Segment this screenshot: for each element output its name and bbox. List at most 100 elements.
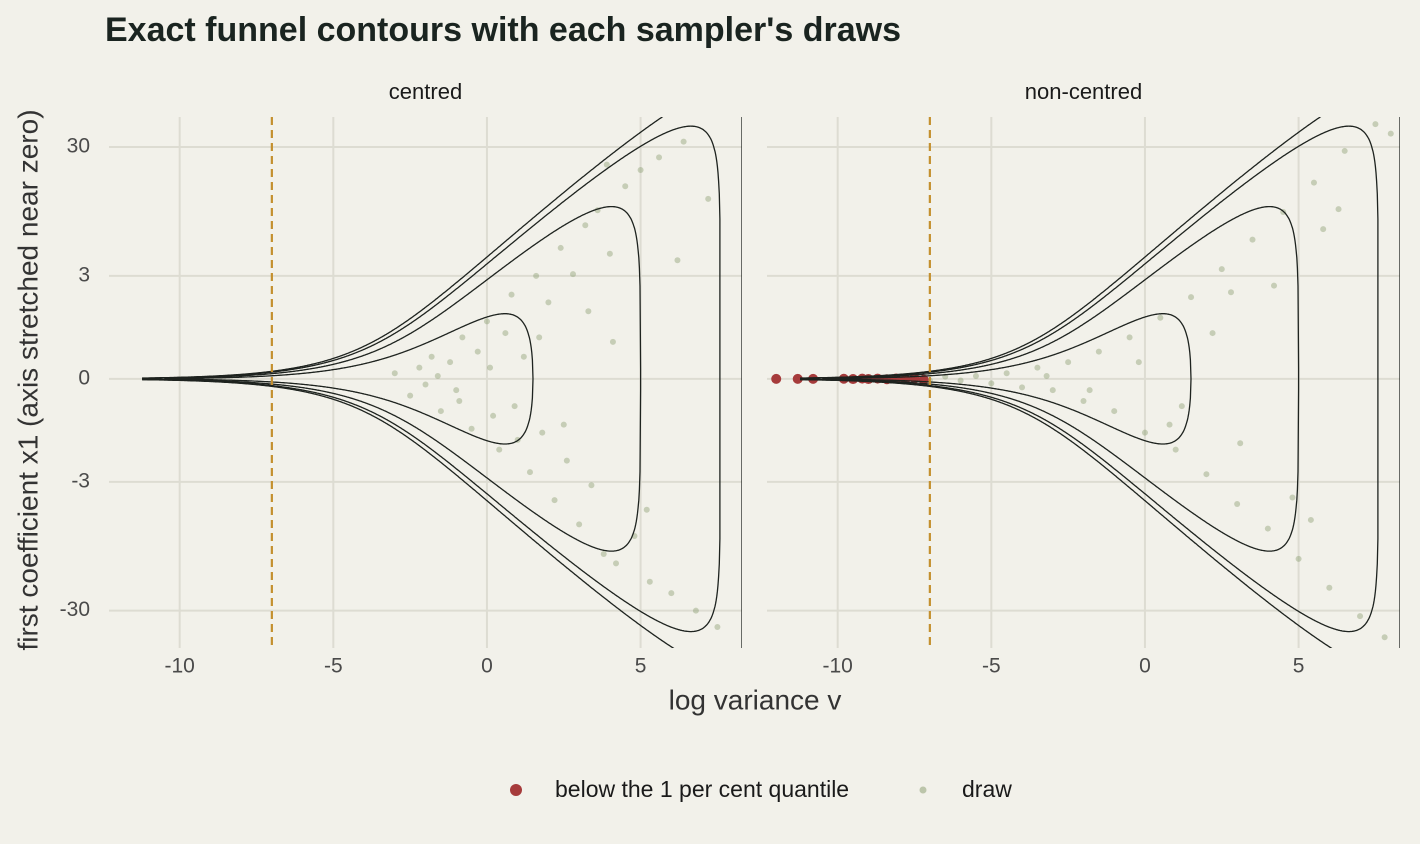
point — [453, 387, 460, 394]
point — [434, 373, 441, 380]
x-tick-label: 5 — [1293, 655, 1305, 678]
point — [1166, 421, 1173, 428]
y-tick-label: -3 — [71, 469, 90, 492]
point — [536, 334, 543, 341]
point — [613, 560, 620, 567]
point — [1341, 147, 1348, 154]
point — [668, 590, 675, 597]
y-tick-label: -30 — [60, 598, 90, 621]
point — [1372, 121, 1379, 128]
point — [551, 497, 558, 504]
point — [459, 334, 466, 341]
point — [502, 330, 509, 337]
point — [637, 166, 644, 173]
legend-label: draw — [962, 776, 1012, 802]
point — [456, 397, 463, 404]
point — [680, 138, 687, 145]
point — [622, 183, 629, 190]
point — [545, 299, 552, 306]
contour — [142, 117, 742, 648]
point — [603, 161, 610, 168]
point — [714, 623, 721, 630]
point — [792, 373, 803, 384]
point — [1234, 500, 1241, 507]
point — [1264, 525, 1271, 532]
point — [533, 272, 540, 279]
point — [1295, 555, 1302, 562]
point — [576, 521, 583, 528]
point — [972, 373, 979, 380]
x-tick-label: 0 — [1139, 655, 1151, 678]
x-tick-label: -5 — [324, 655, 343, 678]
x-tick-label: 5 — [635, 655, 647, 678]
contour — [800, 125, 1379, 633]
x-tick-label: -5 — [982, 655, 1001, 678]
y-axis-title: first coefficient x1 (axis stretched nea… — [12, 109, 43, 650]
point — [588, 482, 595, 489]
y-tick-label: 3 — [78, 263, 90, 286]
x-tick-label: 0 — [481, 655, 493, 678]
point — [1049, 387, 1056, 394]
point — [422, 381, 429, 388]
contour — [822, 313, 1192, 445]
point — [1080, 397, 1087, 404]
point — [1335, 206, 1342, 213]
point — [487, 364, 494, 371]
point — [957, 377, 964, 384]
point — [1227, 289, 1234, 296]
point — [1249, 236, 1256, 243]
panel-title: centred — [389, 79, 462, 104]
point — [1095, 348, 1102, 355]
point — [1209, 330, 1216, 337]
panel-plot — [142, 117, 742, 648]
point — [569, 271, 576, 278]
point — [600, 550, 607, 557]
point — [1289, 494, 1296, 501]
x-tick-label: -10 — [164, 655, 194, 678]
point — [557, 244, 564, 251]
x-axis-title: log variance v — [669, 684, 842, 715]
point — [468, 425, 475, 432]
point — [643, 506, 650, 513]
point — [391, 370, 398, 377]
point — [1357, 613, 1364, 620]
point — [1307, 516, 1314, 523]
point — [1111, 408, 1118, 415]
point — [1141, 429, 1148, 436]
point — [526, 469, 533, 476]
point — [1188, 294, 1195, 301]
point — [1326, 584, 1333, 591]
point — [428, 353, 435, 360]
legend-marker — [919, 786, 927, 794]
point — [585, 308, 592, 315]
contour — [800, 205, 1300, 552]
point — [1178, 403, 1185, 410]
point — [490, 412, 497, 419]
point — [1157, 314, 1164, 321]
point — [1043, 373, 1050, 380]
point — [692, 607, 699, 614]
chart-title: Exact funnel contours with each sampler'… — [105, 11, 901, 49]
point — [705, 195, 712, 202]
point — [560, 421, 567, 428]
point — [1065, 359, 1072, 366]
point — [1019, 384, 1026, 391]
point — [508, 291, 515, 298]
point — [1271, 282, 1278, 289]
point — [1126, 334, 1133, 341]
point — [496, 446, 503, 453]
point — [407, 392, 414, 399]
point — [437, 408, 444, 415]
point — [447, 359, 454, 366]
panel-plot — [771, 117, 1400, 648]
point — [674, 257, 681, 264]
point — [771, 373, 782, 384]
point — [646, 578, 653, 585]
point — [474, 348, 481, 355]
legend-label: below the 1 per cent quantile — [555, 776, 849, 802]
point — [1310, 179, 1317, 186]
y-tick-label: 0 — [78, 366, 90, 389]
point — [606, 250, 613, 257]
contour — [164, 313, 534, 445]
